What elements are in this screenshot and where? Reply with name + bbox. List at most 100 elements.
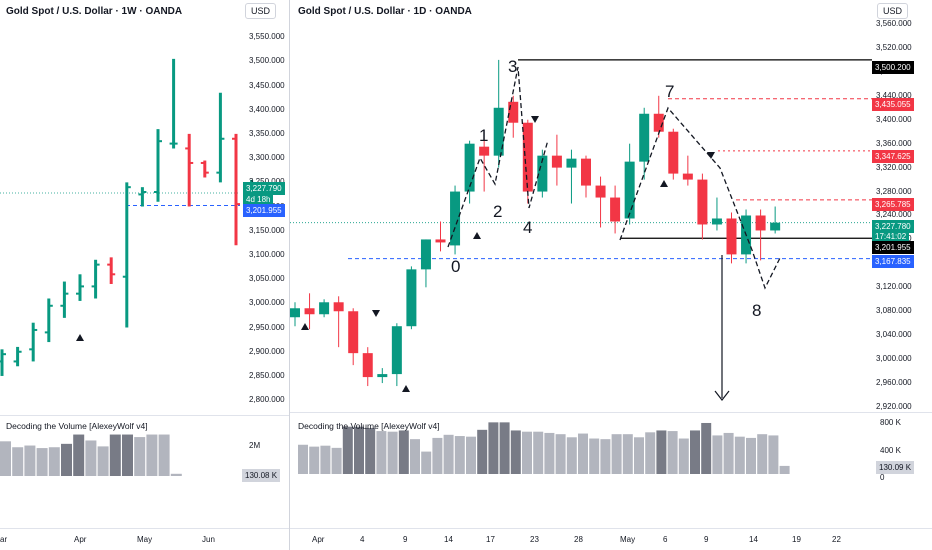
daily-chart-panel: Gold Spot / U.S. Dollar · 1D · OANDA USD…	[290, 0, 932, 550]
weekly-price-axis-label: 3,050.000	[249, 274, 285, 284]
weekly-price-axis-label: 3,400.000	[249, 104, 285, 114]
wave-label-7: 7	[665, 82, 675, 101]
weekly-volume-bar	[97, 446, 109, 476]
daily-candle-body	[551, 155, 562, 168]
daily-price-axis-label: 3,240.000	[876, 210, 912, 220]
daily-candle-body	[566, 158, 577, 168]
weekly-level-tag: 3,201.955	[243, 204, 285, 217]
weekly-volume-title: Decoding the Volume [AlexeyWolf v4]	[6, 421, 148, 431]
daily-price-axis-label: 3,360.000	[876, 138, 912, 148]
daily-date-label: 23	[530, 535, 539, 544]
daily-candle-body	[406, 269, 417, 327]
daily-volume-bar	[734, 436, 745, 474]
daily-price-axis-label: 3,040.000	[876, 330, 912, 340]
daily-date-label: 4	[360, 535, 365, 544]
daily-chart-canvas[interactable]	[290, 0, 932, 550]
weekly-chart-canvas[interactable]	[0, 0, 289, 550]
daily-candle-body	[348, 311, 359, 354]
daily-volume-bar	[499, 422, 510, 474]
weekly-volume-bar	[122, 434, 133, 476]
daily-volume-bar	[533, 431, 544, 474]
daily-price-axis-label: 2,920.000	[876, 402, 912, 411]
daily-candle-body	[450, 191, 461, 246]
weekly-price-axis-label: 3,000.000	[249, 298, 285, 308]
daily-candle-body	[391, 326, 402, 375]
daily-candle-body	[610, 197, 621, 222]
daily-low-level-tag: 3,167.835	[872, 255, 914, 268]
weekly-chart-title: Gold Spot / U.S. Dollar · 1W · OANDA	[6, 6, 183, 17]
down-marker-icon	[531, 116, 539, 123]
weekly-price-axis-label: 2,950.000	[249, 322, 285, 332]
daily-currency-button[interactable]: USD	[877, 3, 909, 19]
daily-candle-body	[726, 218, 737, 255]
up-marker-icon	[301, 323, 309, 330]
daily-volume-bar	[712, 435, 723, 474]
daily-price-axis-label: 3,000.000	[876, 354, 912, 364]
daily-date-label: Apr	[312, 535, 325, 544]
daily-candle-body	[522, 122, 533, 192]
daily-volume-bar	[600, 439, 611, 474]
weekly-last-price-tag: 3,227.790	[243, 182, 285, 195]
daily-volume-bar	[634, 437, 644, 474]
daily-volume-bar	[466, 436, 476, 474]
daily-high-tag: 3,500.200	[872, 61, 914, 74]
daily-countdown-tag: 17:41:02	[872, 230, 910, 243]
daily-volume-bar	[522, 431, 532, 474]
daily-price-axis-label: 3,080.000	[876, 306, 912, 316]
daily-candle-body	[377, 374, 388, 378]
weekly-price-axis-label: 2,800.000	[249, 395, 285, 405]
daily-volume-separator[interactable]	[290, 412, 932, 413]
weekly-volume-separator[interactable]	[0, 415, 289, 416]
daily-candle-body	[304, 308, 315, 315]
daily-candle-body	[682, 173, 693, 180]
elliott-wave-path	[447, 66, 549, 248]
daily-support-tag: 3,201.955	[872, 241, 914, 254]
weekly-volume-bar	[158, 434, 170, 476]
daily-volume-bar	[331, 447, 342, 474]
weekly-countdown-tag: 4d 18h	[243, 193, 274, 206]
daily-volume-bar	[757, 434, 768, 474]
daily-volume-bar	[488, 422, 499, 474]
daily-date-label: 19	[792, 535, 801, 544]
up-marker-icon	[473, 232, 481, 239]
daily-volume-bar	[555, 434, 566, 474]
daily-date-label: May	[620, 535, 636, 544]
daily-volume-bar	[365, 427, 376, 474]
daily-candle-body	[464, 143, 475, 192]
weekly-price-axis-label: 3,250.000	[249, 177, 285, 186]
daily-volume-bar	[342, 426, 353, 474]
daily-volume-bar	[298, 444, 308, 474]
weekly-price-axis-label: 2,850.000	[249, 370, 285, 380]
daily-volume-bar	[622, 434, 633, 474]
weekly-price-axis-label: 3,550.000	[249, 32, 285, 42]
daily-candle-body	[711, 218, 722, 225]
daily-chart-title: Gold Spot / U.S. Dollar · 1D · OANDA	[298, 6, 472, 17]
wave-label-3: 3	[508, 57, 518, 76]
daily-volume-axis-0: 0	[880, 473, 885, 482]
target-arrow-head-icon	[714, 390, 730, 401]
daily-volume-bar	[410, 439, 420, 474]
weekly-volume-bar	[73, 434, 85, 476]
daily-candle-body	[435, 239, 446, 243]
elliott-wave-path-2	[619, 106, 781, 290]
daily-date-label: 9	[704, 535, 709, 544]
weekly-currency-button[interactable]: USD	[245, 3, 277, 19]
daily-candle-body	[333, 302, 344, 312]
weekly-price-axis-label: 3,450.000	[249, 80, 285, 90]
weekly-price-axis-label: 3,500.000	[249, 56, 285, 66]
weekly-price-axis-label: 3,350.000	[249, 128, 285, 138]
daily-volume-bar	[690, 430, 700, 474]
panel-divider[interactable]	[289, 0, 290, 550]
weekly-price-axis-label: 3,100.000	[249, 249, 285, 259]
daily-volume-value-tag: 130.09 K	[876, 461, 915, 474]
daily-volume-bar	[566, 437, 577, 474]
daily-candle-body	[290, 308, 300, 318]
weekly-up-marker-icon	[76, 334, 84, 341]
daily-price-axis-label: 3,520.000	[876, 42, 912, 52]
daily-volume-bar	[421, 451, 432, 474]
daily-volume-bar	[387, 431, 398, 474]
daily-candle-body	[595, 185, 606, 198]
daily-candle-body	[319, 302, 330, 315]
daily-time-axis-separator	[290, 528, 932, 529]
daily-volume-bar	[354, 426, 364, 474]
